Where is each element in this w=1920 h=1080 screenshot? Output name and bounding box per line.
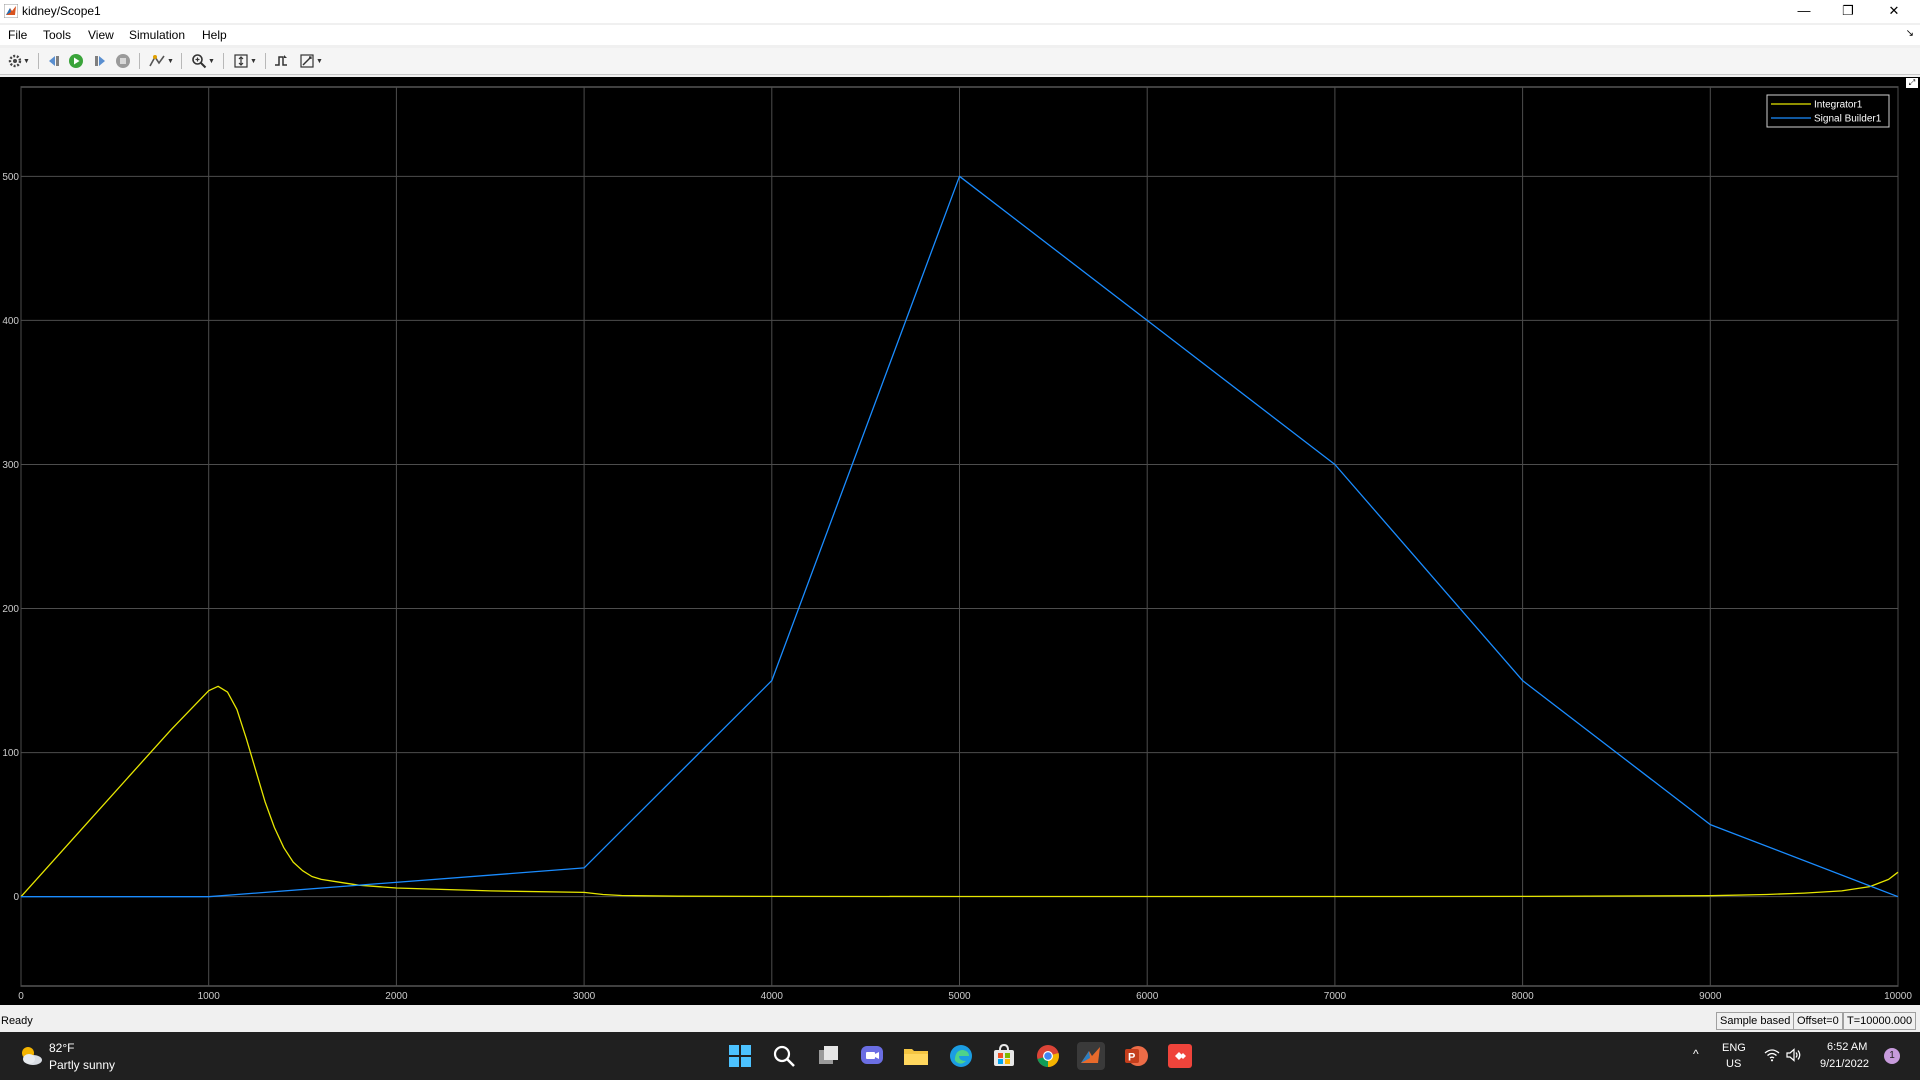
store-icon[interactable] — [990, 1042, 1018, 1070]
menu-help[interactable]: Help — [202, 28, 227, 42]
y-tick-label: 0 — [13, 892, 19, 903]
input-language[interactable]: ENG — [1722, 1042, 1746, 1054]
scope-chart[interactable]: 0 1000 2000 3000 4000 5000 6000 7000 8000 9000 100… — [0, 77, 1920, 1005]
anydesk-icon[interactable] — [1166, 1042, 1194, 1070]
minimize-button[interactable]: — — [1797, 3, 1811, 18]
step-back-button[interactable] — [44, 51, 64, 71]
y-tick-label: 400 — [2, 316, 19, 327]
status-text: Ready — [1, 1015, 33, 1027]
title-bar: kidney/Scope1 — ❐ ✕ — [0, 0, 1920, 23]
x-tick-label: 3000 — [573, 991, 596, 1002]
scale-axes-button[interactable]: ▼ — [229, 51, 261, 71]
settings-icon — [8, 54, 22, 68]
teams-chat-icon[interactable] — [858, 1042, 886, 1070]
series-line-0 — [20, 685, 1899, 898]
step-back-icon — [49, 56, 59, 66]
status-bar: Ready Sample based Offset=0 T=10000.000 — [0, 1011, 1920, 1031]
run-button[interactable] — [66, 51, 86, 71]
x-tick-label: 0 — [18, 991, 24, 1002]
menu-view[interactable]: View — [88, 28, 114, 42]
matlab-app-icon — [4, 4, 18, 18]
zoom-icon — [192, 54, 207, 69]
legend-box — [1766, 94, 1890, 128]
clock-date[interactable]: 9/21/2022 — [1820, 1058, 1869, 1070]
menu-file[interactable]: File — [8, 28, 28, 42]
taskbar: 82°F Partly sunny P ^ ENG US 6: — [0, 1032, 1920, 1080]
svg-text:P: P — [1128, 1052, 1135, 1064]
menu-bar: File Tools View Simulation Help ↘ — [0, 25, 1920, 45]
y-tick-label: 500 — [2, 172, 19, 183]
show-hidden-icons-button[interactable]: ^ — [1693, 1047, 1699, 1061]
time-status: T=10000.000 — [1843, 1012, 1917, 1030]
legend-label: Integrator1 — [1814, 100, 1863, 111]
x-tick-label: 1000 — [198, 991, 221, 1002]
x-tick-label: 8000 — [1511, 991, 1534, 1002]
y-tick-label: 300 — [2, 460, 19, 471]
x-tick-label: 2000 — [385, 991, 408, 1002]
weather-temperature[interactable]: 82°F — [49, 1041, 75, 1055]
scope-plot-area[interactable]: ⤢ 0 1000 2000 3000 4000 5000 6000 7000 8000 9000 1… — [0, 77, 1920, 1005]
matlab-icon[interactable] — [1077, 1042, 1105, 1070]
close-button[interactable]: ✕ — [1888, 3, 1900, 18]
restore-button[interactable]: ❐ — [1842, 3, 1854, 18]
stop-button[interactable] — [113, 51, 133, 71]
cursor-measurements-button[interactable]: ▼ — [295, 51, 327, 71]
wifi-icon[interactable] — [1764, 1048, 1780, 1062]
volume-icon[interactable] — [1786, 1048, 1802, 1062]
window-title: kidney/Scope1 — [22, 4, 101, 18]
stop-icon — [116, 54, 130, 68]
settings-button[interactable]: ▼ — [4, 51, 34, 71]
chrome-icon[interactable] — [1034, 1042, 1062, 1070]
y-tick-label: 200 — [2, 604, 19, 615]
x-tick-label: 9000 — [1699, 991, 1722, 1002]
menu-simulation[interactable]: Simulation — [129, 28, 186, 42]
powerpoint-icon[interactable]: P — [1122, 1042, 1150, 1070]
step-forward-icon — [95, 56, 105, 66]
file-explorer-icon[interactable] — [902, 1042, 930, 1070]
start-icon[interactable] — [726, 1042, 754, 1070]
x-tick-label: 7000 — [1324, 991, 1347, 1002]
triggers-button[interactable] — [271, 51, 291, 71]
search-icon[interactable] — [770, 1042, 798, 1070]
y-tick-label: 100 — [2, 748, 19, 759]
clock-time[interactable]: 6:52 AM — [1827, 1041, 1868, 1053]
zoom-button[interactable]: ▼ — [187, 51, 219, 71]
cursor-measurements-icon — [300, 54, 314, 68]
series-line-1 — [21, 175, 1899, 898]
scale-axes-icon — [234, 54, 248, 68]
step-forward-button[interactable] — [90, 51, 110, 71]
toolbar: ▼ ▼ ▼ ▼ — [0, 48, 1920, 75]
task-view-icon[interactable] — [815, 1042, 843, 1070]
weather-description[interactable]: Partly sunny — [49, 1058, 116, 1072]
highlight-icon — [149, 55, 165, 67]
input-region[interactable]: US — [1726, 1058, 1742, 1070]
menu-tools[interactable]: Tools — [43, 28, 72, 42]
notification-badge[interactable]: 1 — [1884, 1048, 1900, 1064]
legend-label: Signal Builder1 — [1814, 114, 1882, 125]
weather-icon[interactable] — [18, 1044, 44, 1068]
triggers-icon — [275, 55, 287, 66]
edge-icon[interactable] — [947, 1042, 975, 1070]
undock-icon[interactable]: ↘ — [1905, 28, 1914, 39]
highlight-button[interactable]: ▼ — [145, 51, 177, 71]
sample-mode-status: Sample based — [1716, 1012, 1795, 1030]
x-tick-label: 10000 — [1884, 991, 1912, 1002]
run-icon — [69, 54, 83, 68]
x-tick-label: 5000 — [948, 991, 971, 1002]
x-tick-label: 6000 — [1136, 991, 1159, 1002]
offset-status: Offset=0 — [1793, 1012, 1843, 1030]
x-tick-label: 4000 — [761, 991, 784, 1002]
dock-icon[interactable]: ⤢ — [1906, 78, 1918, 88]
